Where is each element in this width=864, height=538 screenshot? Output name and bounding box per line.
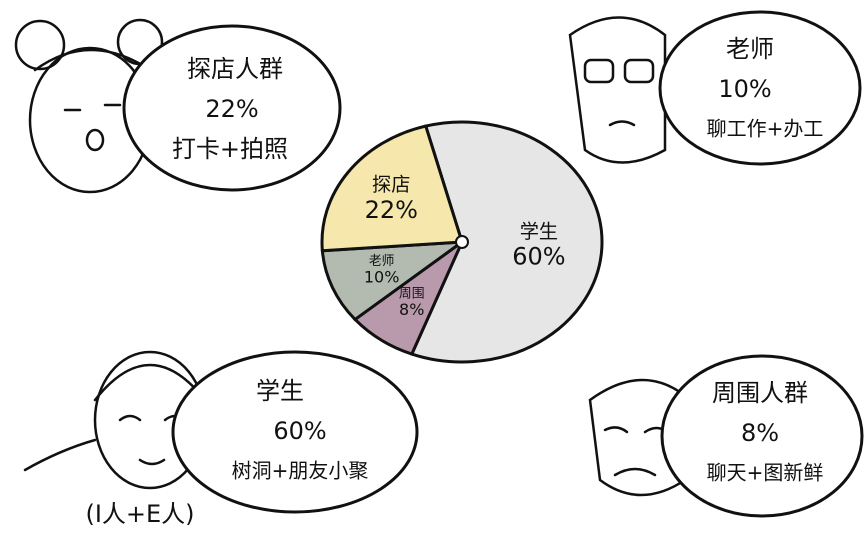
speech-bubble (660, 354, 864, 518)
callout-share: 22% (205, 95, 258, 123)
slice-label: 学生 (520, 220, 558, 243)
slice-label: 探店 (372, 173, 410, 196)
callout-activity: 聊工作+办工 (707, 117, 824, 141)
callout-group: 学生 (256, 377, 304, 405)
speech-bubble (122, 24, 342, 192)
callout-group: 周围人群 (712, 379, 808, 407)
pie-slice (409, 120, 604, 364)
callout-activity: 树洞+朋友小聚 (232, 459, 369, 483)
callout-group: 探店人群 (187, 55, 283, 83)
pie-slice (320, 124, 465, 253)
callout-share: 8% (741, 419, 779, 447)
pie-center (455, 235, 469, 249)
note: (I人+E人) (85, 500, 194, 528)
slice-value: 10% (364, 268, 400, 287)
slice-value: 8% (399, 300, 424, 319)
person-teacher (568, 16, 667, 164)
callout-share: 10% (718, 75, 771, 103)
slice-label: 周围 (399, 286, 425, 301)
callout-share: 60% (273, 417, 326, 445)
speech-bubble (171, 350, 419, 514)
slice-value: 22% (365, 196, 418, 224)
callout-group: 老师 (726, 35, 774, 63)
callout-activity: 聊天+图新鲜 (707, 461, 824, 485)
speech-bubble (658, 10, 862, 166)
callout-activity: 打卡+拍照 (172, 135, 288, 163)
slice-label: 老师 (369, 254, 395, 269)
slice-value: 60% (512, 242, 565, 270)
